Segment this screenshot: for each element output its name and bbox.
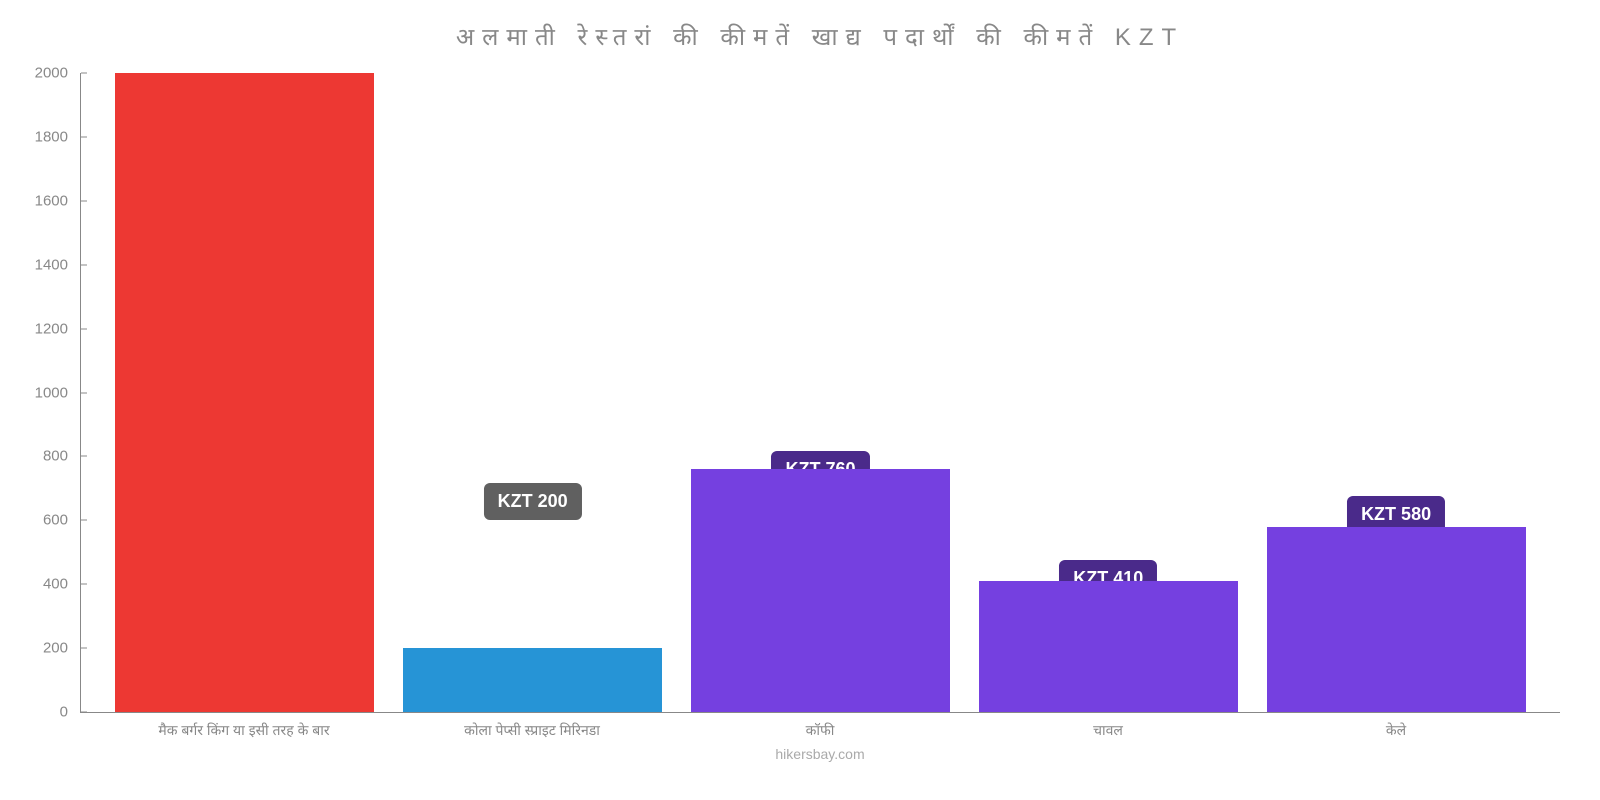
bar — [403, 648, 662, 712]
y-tick: 400 — [21, 576, 76, 593]
y-tick: 200 — [21, 640, 76, 657]
x-axis-label: कॉफी — [690, 721, 949, 740]
y-tick: 1600 — [21, 192, 76, 209]
y-tick: 800 — [21, 448, 76, 465]
bar-value-label: KZT 200 — [484, 483, 582, 520]
y-tick-label: 200 — [43, 640, 76, 657]
y-tick-label: 600 — [43, 512, 76, 529]
x-axis-label: मैक बर्गर किंग या इसी तरह के बार — [114, 721, 373, 740]
bar-group: KZT 200 — [403, 73, 662, 712]
y-tick: 1000 — [21, 384, 76, 401]
y-tick: 1800 — [21, 128, 76, 145]
bar — [115, 73, 374, 712]
y-tick: 2000 — [21, 65, 76, 82]
bar — [1267, 527, 1526, 712]
y-tick-label: 1400 — [35, 256, 76, 273]
plot-area: 0200400600800100012001400160018002000 KZ… — [80, 73, 1560, 713]
chart-title: अलमाती रेस्तरां की कीमतें खाद्य पदार्थों… — [80, 20, 1560, 53]
bar-group: KZT 2K — [115, 73, 374, 712]
y-tick: 1400 — [21, 256, 76, 273]
y-tick-label: 1200 — [35, 320, 76, 337]
bar-group: KZT 580 — [1267, 73, 1526, 712]
y-tick: 600 — [21, 512, 76, 529]
bar — [691, 469, 950, 712]
x-axis-labels: मैक बर्गर किंग या इसी तरह के बार कोला पेप… — [80, 713, 1560, 740]
y-tick: 1200 — [21, 320, 76, 337]
attribution: hikersbay.com — [80, 746, 1560, 762]
chart-container: अलमाती रेस्तरां की कीमतें खाद्य पदार्थों… — [0, 0, 1600, 800]
y-tick-label: 400 — [43, 576, 76, 593]
bar-group: KZT 760 — [691, 73, 950, 712]
bar — [979, 581, 1238, 712]
y-tick-label: 2000 — [35, 65, 76, 82]
y-tick-label: 1800 — [35, 128, 76, 145]
bar-group: KZT 410 — [979, 73, 1238, 712]
x-axis-label: केले — [1266, 721, 1525, 740]
x-axis-label: चावल — [978, 721, 1237, 740]
bars-area: KZT 2K KZT 200 KZT 760KZT 410KZT 580 — [81, 73, 1560, 712]
y-tick-label: 800 — [43, 448, 76, 465]
y-axis: 0200400600800100012001400160018002000 — [21, 73, 76, 712]
y-tick-label: 1000 — [35, 384, 76, 401]
y-tick-label: 0 — [60, 704, 76, 721]
y-tick-label: 1600 — [35, 192, 76, 209]
y-tick: 0 — [21, 704, 76, 721]
x-axis-label: कोला पेप्सी स्प्राइट मिरिनडा — [402, 721, 661, 740]
